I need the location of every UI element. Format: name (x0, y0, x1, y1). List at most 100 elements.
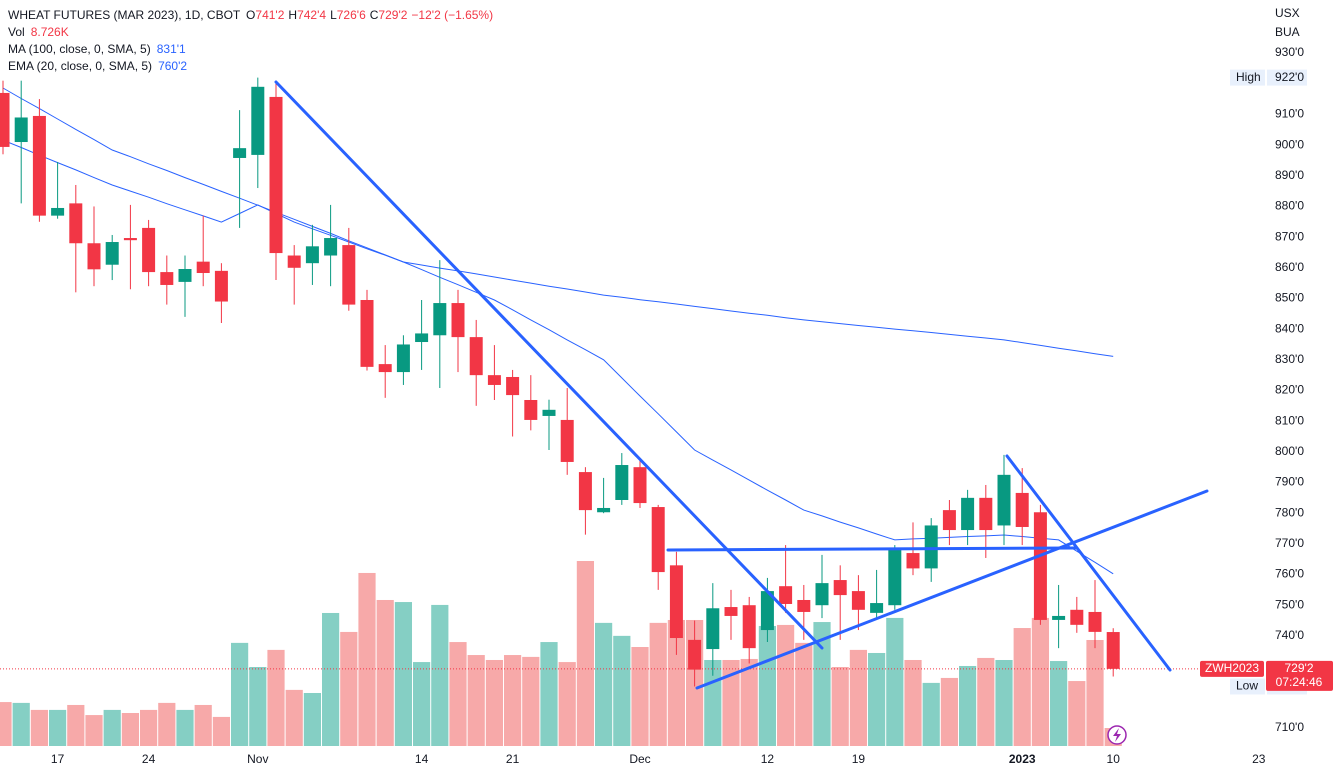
y-tick-label: 800'0 (1275, 444, 1304, 458)
volume-bar (667, 619, 686, 746)
volume-bar (613, 635, 631, 746)
scale-unit: BUA (1275, 25, 1300, 39)
candle-body (524, 399, 538, 420)
candle-body (142, 227, 156, 273)
volume-bar (303, 692, 322, 746)
high-marker-bg (1230, 69, 1265, 86)
countdown-label: 07:24:46 (1276, 675, 1323, 689)
volume-bar (158, 702, 176, 746)
volume-bar (467, 655, 485, 746)
symbol-badge (1200, 660, 1264, 677)
volume-bar (0, 702, 12, 746)
volume-bar (231, 642, 249, 746)
candle-body (851, 591, 865, 610)
volume-bar (358, 572, 376, 746)
candle-body (1015, 492, 1029, 527)
indicator-lines (2, 87, 1114, 575)
y-tick-label: 740'0 (1275, 628, 1304, 642)
volume-bar (504, 655, 522, 746)
candle-body (233, 148, 247, 158)
candle-body (542, 409, 556, 416)
candle-body (196, 261, 210, 274)
candle-body (324, 238, 338, 256)
volume-bar (376, 599, 394, 746)
volume-bar (85, 715, 103, 746)
change-value: −12'2 (−1.65%) (411, 8, 493, 22)
replay-icon[interactable] (1107, 725, 1127, 745)
x-tick-label: 19 (852, 752, 866, 766)
candle-body (669, 565, 683, 639)
candle-body (1033, 512, 1047, 620)
y-tick-label: 850'0 (1275, 291, 1304, 305)
legend-line: MA (100, close, 0, SMA, 5) 831'1 (8, 42, 186, 56)
volume-bar (49, 709, 67, 746)
candle-body (1052, 615, 1066, 620)
candle-body (69, 203, 83, 244)
volume-legend-value: 8.726K (31, 25, 69, 39)
volume-bar (758, 625, 777, 746)
volume-bar (1013, 628, 1031, 746)
ohlc-label: O (246, 8, 255, 22)
y-tick-label: 760'0 (1275, 567, 1304, 581)
scale-unit: USX (1275, 6, 1300, 20)
volume-bar (522, 656, 540, 746)
candle-body (651, 507, 665, 573)
y-tick-label: 780'0 (1275, 505, 1304, 519)
indicator-line (2, 139, 1114, 575)
trend-line[interactable] (666, 546, 1078, 552)
candle-body (1106, 632, 1120, 669)
volume-bar (922, 682, 940, 746)
volume-bar (540, 642, 558, 746)
candle-body (305, 246, 319, 264)
volume-bar (977, 657, 995, 746)
candle-body (32, 115, 46, 216)
y-tick-label: 910'0 (1275, 107, 1304, 121)
volume-bar (831, 667, 849, 746)
candle-body (633, 467, 647, 504)
candle-body (1070, 609, 1084, 625)
candle-body (506, 376, 520, 396)
indicator-value: 831'1 (157, 42, 186, 56)
volume-bar (413, 662, 431, 746)
symbol-label: ZWH2023 (1205, 661, 1259, 675)
volume-bar (194, 704, 212, 746)
volume-bar (212, 716, 231, 746)
y-tick-label: 790'0 (1275, 475, 1304, 489)
x-tick-label: 23 (1252, 752, 1266, 766)
candle-body (87, 243, 101, 270)
volume-bar (631, 647, 649, 746)
x-tick-label: 24 (142, 752, 156, 766)
candle-body (870, 603, 884, 613)
volume-bar (722, 659, 740, 746)
volume-bar (103, 709, 121, 746)
ohlc-label: H (288, 8, 297, 22)
candle-body (688, 639, 702, 670)
candle-body (942, 510, 956, 531)
volume-bar (394, 602, 413, 746)
low-marker-bg (1230, 678, 1265, 695)
candle-body (997, 474, 1011, 526)
volume-bar (1050, 661, 1068, 746)
candle-body (615, 465, 629, 500)
trend-line[interactable] (695, 489, 1209, 690)
y-tick-label: 930'0 (1275, 45, 1304, 59)
trend-line[interactable] (1005, 454, 1172, 672)
volume-bar (595, 622, 613, 746)
trend-line[interactable] (274, 80, 824, 650)
x-tick-label: Nov (247, 752, 268, 766)
ohlc-label: L (330, 8, 337, 22)
candle-body (833, 580, 847, 596)
volume-bar (449, 642, 467, 746)
candle-body (396, 344, 410, 373)
candle-body (287, 255, 301, 268)
trend-lines (274, 80, 1209, 690)
volume-bar (886, 617, 904, 746)
candle-body (578, 472, 592, 511)
candle-body (178, 269, 192, 282)
candle-body (451, 303, 465, 338)
candle-body (979, 497, 993, 531)
volume-bar (140, 709, 158, 746)
candle-body (269, 96, 283, 254)
